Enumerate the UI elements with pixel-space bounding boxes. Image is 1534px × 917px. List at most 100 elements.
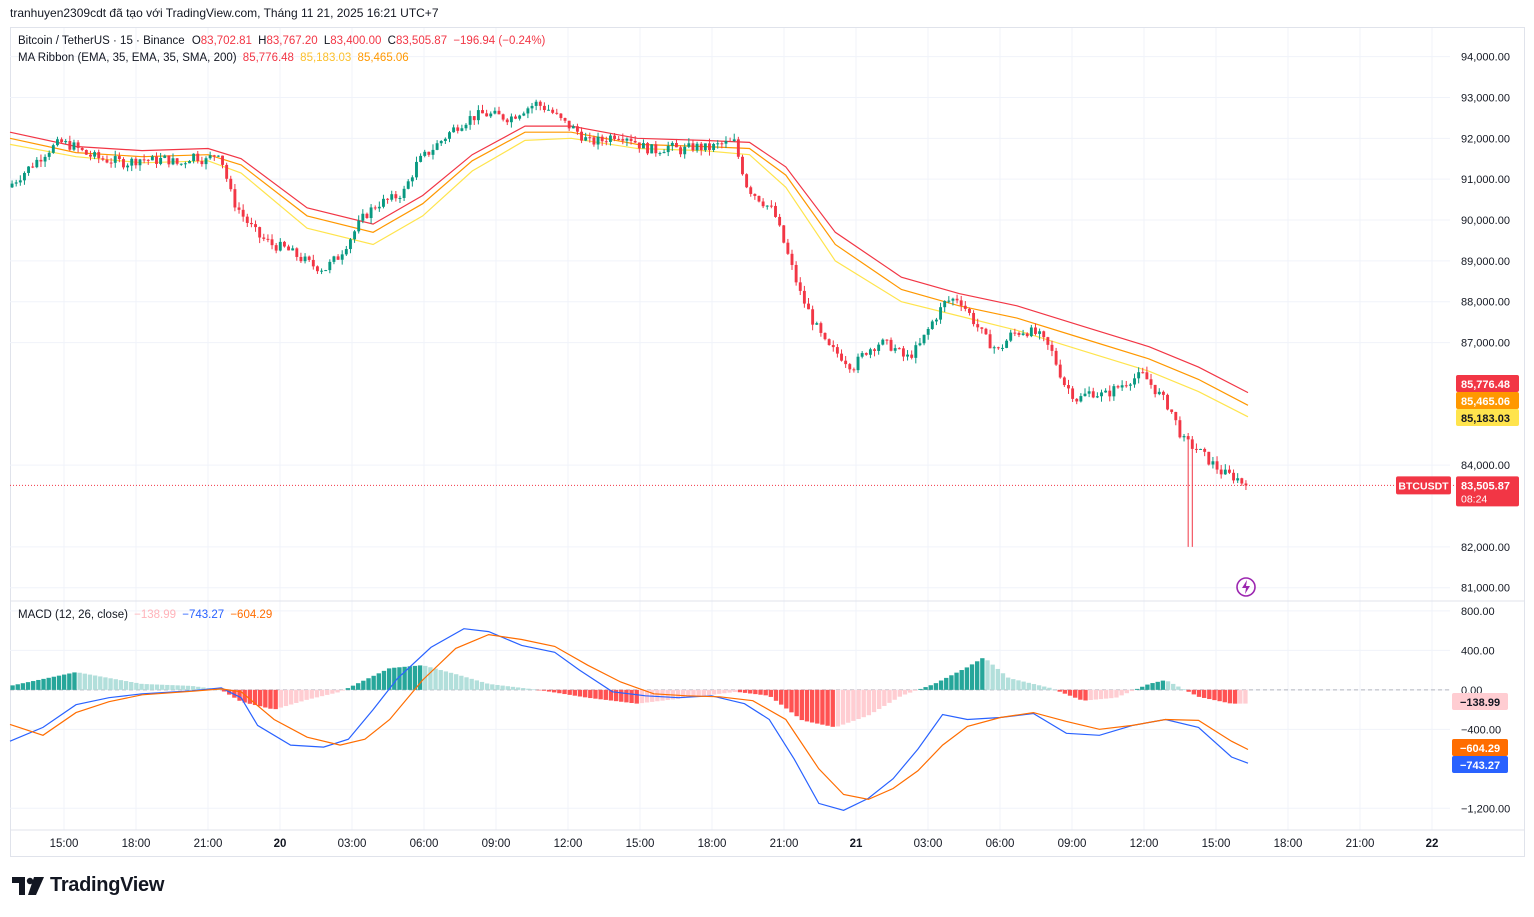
candle-body [237,207,241,210]
candle-body [774,205,777,217]
candle-body [287,246,290,251]
macd-badge [1452,756,1508,773]
candle-body [741,156,744,175]
macd-histogram-bar [830,689,835,727]
candle-body [1174,411,1178,421]
macd-histogram-bar [10,685,15,690]
candle-body [163,155,167,158]
candle-body [27,166,31,173]
macd-histogram-bar [1083,689,1088,701]
candle-body [328,261,332,271]
macd-histogram-bar [675,689,681,699]
macd-histogram-bar [134,682,139,690]
macd-histogram-bar [144,684,149,690]
candle-body [542,105,546,111]
macd-histogram-bar [469,678,474,690]
axis-layer: 94,000.00 93,000.00 92,000.00 91,000.00 90,0… [10,52,1524,850]
candle-body [509,116,513,123]
candle-body [258,227,262,238]
candle-body [811,309,815,325]
macd-histogram-bar [41,678,46,690]
time-tick-label: 12:00 [1130,838,1159,850]
symbol-label[interactable]: Bitcoin / TetherUS · 15 · Binance [18,35,185,47]
candle-body [555,112,559,114]
macd-histogram-bar [103,677,108,690]
candle-body [254,224,257,228]
candle-body [1079,396,1083,402]
candle-body [134,158,138,166]
time-tick-label: 09:00 [1058,838,1087,850]
candle-body [299,256,303,262]
ribbon-label[interactable]: MA Ribbon (EMA, 35, EMA, 35, SMA, 200) [18,52,237,64]
macd-signal-line [9,633,1249,801]
macd-histogram-bar [655,689,660,702]
macd-histogram-bar [887,689,892,703]
candle-body [1244,483,1248,486]
candle-body [596,136,600,145]
flash-icon[interactable] [1236,577,1256,597]
macd-histogram-bar [768,689,774,697]
macd-histogram-bar [175,685,180,690]
candle-body [1128,384,1132,386]
candle-body [782,225,786,243]
chart-frame [10,27,1525,857]
time-tick-label: 22 [1426,838,1439,850]
time-tick-label: 03:00 [338,838,367,850]
candle-body [109,162,113,164]
time-tick-label: 03:00 [914,838,943,850]
candle-body [262,237,266,239]
candle-body [629,138,633,141]
macd-histogram-bar [985,660,990,690]
candle-body [897,348,901,350]
macd-histogram-bar [825,689,830,726]
macd-histogram-bar [546,689,552,692]
candle-body [200,161,204,165]
macd-histogram-bar [67,673,72,690]
macd-label[interactable]: MACD (12, 26, close) [18,609,128,621]
macd-histogram-bar [1021,681,1026,690]
candle-body [934,319,938,322]
candle-body [1236,478,1240,481]
candle-body [745,174,749,188]
candle-body [233,189,237,208]
ribbon-value-3: 85,465.06 [357,52,409,64]
candle-body [1141,372,1145,374]
price-pane [9,99,1456,547]
candle-body [530,105,534,109]
candle-body [307,256,311,260]
macd-histogram-bar [1109,689,1114,699]
macd-histogram-bar [386,668,392,690]
macd-histogram-bar [1201,689,1207,698]
macd-histogram-bar [799,689,804,721]
macd-histogram-bar [763,689,768,696]
macd-histogram-bar [1088,689,1093,701]
macd-histogram-bar [1171,683,1176,690]
macd-legend: MACD (12, 26, close) −138.99 −743.27 −60… [18,609,272,621]
macd-histogram-bar [1114,689,1119,698]
candle-body [881,339,885,345]
macd-signal-value: −604.29 [230,609,273,621]
macd-histogram-bar [154,684,160,690]
macd-histogram-bar [990,664,995,690]
candle-body [1137,372,1141,379]
candle-body [1211,461,1215,465]
candle-body [175,158,179,164]
macd-histogram-bar [36,679,41,690]
macd-histogram-bar [882,689,887,706]
macd-histogram-bar [417,665,423,690]
macd-histogram-bar [804,689,810,722]
macd-histogram-bar [1057,689,1062,692]
candle-body [225,164,229,179]
candle-body [1203,448,1207,452]
candle-body [1087,391,1091,394]
macd-histogram-bar [118,680,124,690]
macd-histogram-bar [577,689,583,697]
macd-histogram-bar [1217,689,1222,702]
candle-body [1112,386,1116,397]
price-tick-label: 87,000.00 [1461,338,1510,350]
symbol-badge [1396,476,1451,495]
candle-body [468,116,472,125]
candle-body [852,369,856,371]
macd-histogram-bar [1078,689,1083,700]
